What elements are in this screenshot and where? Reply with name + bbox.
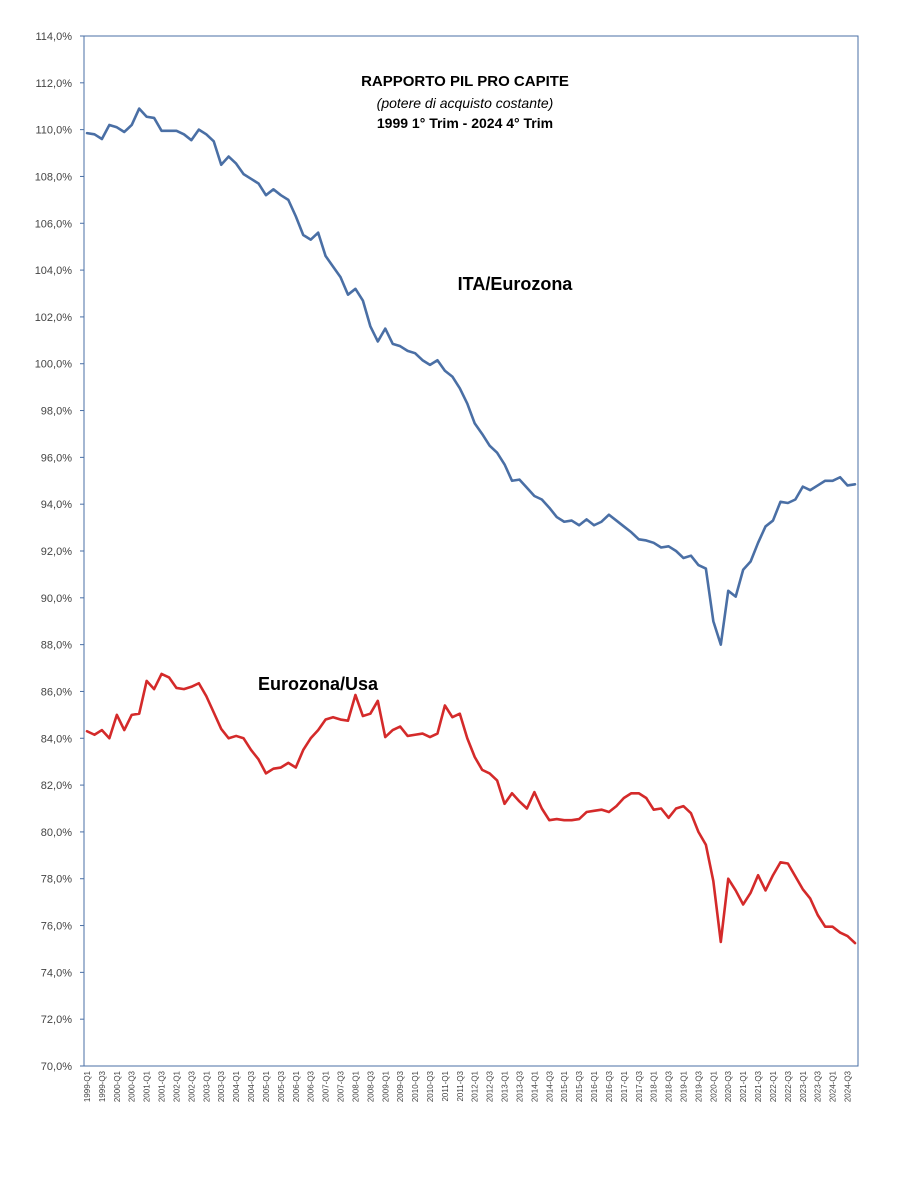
- x-tick-label: 2006-Q3: [307, 1070, 316, 1102]
- series-lines: [85, 107, 857, 945]
- chart-title: RAPPORTO PIL PRO CAPITE: [361, 73, 569, 90]
- x-tick-label: 2015-Q1: [560, 1070, 569, 1102]
- x-tick-label: 2015-Q3: [575, 1070, 584, 1102]
- y-tick-label: 80,0%: [41, 827, 72, 839]
- x-tick-label: 2012-Q1: [471, 1070, 480, 1102]
- x-tick-label: 2017-Q3: [635, 1070, 644, 1102]
- x-tick-label: 2022-Q3: [784, 1070, 793, 1102]
- plot-area-border: [83, 35, 859, 1067]
- y-tick-label: 104,0%: [35, 265, 73, 277]
- y-tick-label: 76,0%: [41, 921, 72, 933]
- y-tick-label: 92,0%: [41, 546, 72, 558]
- x-tick-label: 2010-Q3: [426, 1070, 435, 1102]
- y-tick-label: 98,0%: [41, 406, 72, 418]
- x-tick-label: 2014-Q1: [530, 1070, 539, 1102]
- x-tick-label: 2009-Q3: [396, 1070, 405, 1102]
- y-tick-label: 82,0%: [41, 780, 72, 792]
- x-tick-label: 2020-Q1: [709, 1070, 718, 1102]
- y-tick-label: 70,0%: [41, 1061, 72, 1073]
- x-tick-label: 2007-Q3: [337, 1070, 346, 1102]
- x-tick-label: 2005-Q1: [262, 1070, 271, 1102]
- x-tick-label: 1999-Q1: [83, 1070, 92, 1102]
- x-tick-label: 2024-Q1: [829, 1070, 838, 1102]
- y-tick-label: 86,0%: [41, 686, 72, 698]
- x-tick-label: 2007-Q1: [322, 1070, 331, 1102]
- x-tick-label: 2003-Q1: [202, 1070, 211, 1102]
- y-tick-label: 84,0%: [41, 733, 72, 745]
- y-tick-label: 102,0%: [35, 312, 73, 324]
- x-tick-label: 2008-Q3: [366, 1070, 375, 1102]
- x-tick-label: 1999-Q3: [98, 1070, 107, 1102]
- y-tick-label: 108,0%: [35, 171, 73, 183]
- x-tick-label: 2013-Q1: [501, 1070, 510, 1102]
- x-tick-label: 2004-Q3: [247, 1070, 256, 1102]
- y-tick-label: 72,0%: [41, 1014, 72, 1026]
- y-tick-label: 100,0%: [35, 359, 73, 371]
- y-axis-ticks: 70,0% 72,0% 74,0% 76,0% 78,0% 80,0% 82,0% 84,0%…: [35, 31, 84, 1073]
- y-tick-label: 106,0%: [35, 218, 73, 230]
- y-tick-label: 90,0%: [41, 593, 72, 605]
- x-tick-label: 2019-Q1: [680, 1070, 689, 1102]
- chart-period: 1999 1° Trim - 2024 4° Trim: [377, 115, 553, 131]
- x-tick-label: 2018-Q1: [650, 1070, 659, 1102]
- y-tick-label: 96,0%: [41, 452, 72, 464]
- x-tick-label: 2016-Q1: [590, 1070, 599, 1102]
- series-label-eurozona-usa: Eurozona/Usa: [258, 674, 379, 694]
- chart-subtitle: (potere di acquisto costante): [377, 95, 554, 111]
- x-tick-label: 2019-Q3: [694, 1070, 703, 1102]
- y-tick-label: 78,0%: [41, 874, 72, 886]
- x-tick-label: 2010-Q1: [411, 1070, 420, 1102]
- x-tick-label: 2024-Q3: [844, 1070, 853, 1102]
- x-tick-label: 2021-Q3: [754, 1070, 763, 1102]
- x-tick-label: 2000-Q1: [113, 1070, 122, 1102]
- x-tick-label: 2016-Q3: [605, 1070, 614, 1102]
- y-tick-label: 88,0%: [41, 640, 72, 652]
- x-tick-label: 2021-Q1: [739, 1070, 748, 1102]
- x-tick-label: 2008-Q1: [351, 1070, 360, 1102]
- x-tick-label: 2014-Q3: [545, 1070, 554, 1102]
- x-tick-label: 2001-Q1: [143, 1070, 152, 1102]
- x-tick-label: 2020-Q3: [724, 1070, 733, 1102]
- x-axis-ticks: 1999-Q1 1999-Q3 2000-Q1 2000-Q3 2001-Q1 2001-…: [83, 1070, 853, 1102]
- series-line-ita-eurozona: [85, 107, 857, 646]
- x-tick-label: 2002-Q3: [187, 1070, 196, 1102]
- x-tick-label: 2009-Q1: [381, 1070, 390, 1102]
- x-tick-label: 2002-Q1: [172, 1070, 181, 1102]
- x-tick-label: 2012-Q3: [486, 1070, 495, 1102]
- x-tick-label: 2001-Q3: [158, 1070, 167, 1102]
- x-tick-label: 2023-Q3: [814, 1070, 823, 1102]
- x-tick-label: 2013-Q3: [515, 1070, 524, 1102]
- y-tick-label: 94,0%: [41, 499, 72, 511]
- x-tick-label: 2023-Q1: [799, 1070, 808, 1102]
- x-tick-label: 2018-Q3: [665, 1070, 674, 1102]
- x-tick-label: 2017-Q1: [620, 1070, 629, 1102]
- x-tick-label: 2006-Q1: [292, 1070, 301, 1102]
- y-tick-label: 114,0%: [36, 31, 73, 43]
- series-label-ita-eurozona: ITA/Eurozona: [458, 274, 574, 294]
- x-tick-label: 2005-Q3: [277, 1070, 286, 1102]
- series-line-eurozona-usa: [85, 672, 857, 945]
- x-tick-label: 2011-Q1: [441, 1070, 450, 1101]
- y-tick-label: 74,0%: [41, 967, 72, 979]
- x-tick-label: 2004-Q1: [232, 1070, 241, 1102]
- x-tick-label: 2000-Q3: [128, 1070, 137, 1102]
- y-tick-label: 110,0%: [36, 125, 73, 137]
- x-tick-label: 2003-Q3: [217, 1070, 226, 1102]
- x-tick-label: 2011-Q3: [456, 1070, 465, 1101]
- x-tick-label: 2022-Q1: [769, 1070, 778, 1102]
- y-tick-label: 112,0%: [36, 78, 73, 90]
